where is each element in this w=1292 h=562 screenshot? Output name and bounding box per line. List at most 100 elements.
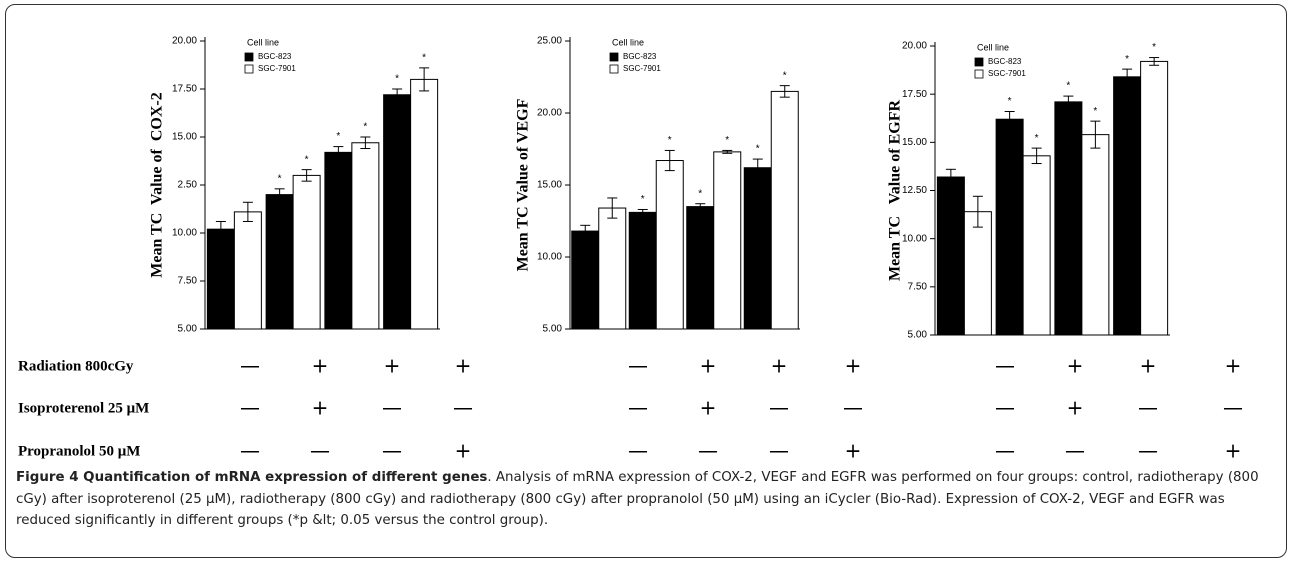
y-tick-label: 15.00 [902,137,927,148]
significance-label: * [1152,42,1156,53]
y-tick-label: 15.00 [172,132,197,143]
treatment-sign: — [310,439,330,463]
significance-label: * [305,154,309,165]
bar [265,194,294,330]
bar [743,167,772,330]
bar [383,94,412,330]
treatment-sign: — [240,396,260,420]
treatment-sign: + [1140,354,1157,378]
treatment-sign: + [771,354,788,378]
legend-swatch [609,64,619,74]
treatment-sign: — [1138,396,1158,420]
caption: Figure 4 Quantification of mRNA expressi… [16,467,1278,532]
legend-title: Cell line [977,42,1009,52]
treatment-sign: — [698,439,718,463]
treatment-sign: — [769,396,789,420]
row-label: Isoproterenol 25 μM [18,400,149,416]
bar [628,211,657,330]
treatment-sign: — [995,439,1015,463]
y-axis-label: Mean TC Value of COX-2 [149,92,166,278]
treatment-sign: + [455,354,472,378]
y-axis-label: Mean TC Value of VEGF [515,98,532,271]
bar [1113,76,1142,336]
treatment-sign: — [1065,439,1085,463]
figure-frame [5,4,1287,558]
treatment-sign: + [312,354,329,378]
treatment-sign: + [312,396,329,420]
bar [1140,60,1169,336]
legend-swatch [244,52,254,62]
significance-label: * [1125,54,1129,65]
legend-swatch [244,64,254,74]
bar [686,206,715,330]
y-tick-label: 20.00 [172,36,197,47]
bar [324,151,353,330]
treatment-sign: + [1067,396,1084,420]
bar [206,228,235,330]
y-axis-label: Mean TC Value of EGFR [887,100,904,282]
treatment-sign: — [769,439,789,463]
y-tick-label: 7.50 [178,276,198,287]
legend-title: Cell line [612,37,644,47]
caption-title: Figure 4 Quantification of mRNA expressi… [16,470,488,485]
significance-label: * [1066,81,1070,92]
y-tick-label: 20.00 [537,108,562,119]
treatment-sign: — [1138,439,1158,463]
bar [571,230,600,330]
legend-label: BGC-823 [988,57,1022,66]
legend-swatch [974,69,984,79]
significance-label: * [278,173,282,184]
y-tick-label: 15.00 [537,180,562,191]
treatment-sign: — [240,354,260,378]
significance-label: * [1093,106,1097,117]
significance-label: * [395,74,399,85]
legend-swatch [609,52,619,62]
bar [598,207,627,330]
significance-label: * [641,194,645,205]
legend-label: BGC-823 [623,52,657,61]
treatment-sign: — [843,396,863,420]
treatment-sign: + [845,354,862,378]
legend-title: Cell line [247,37,279,47]
significance-label: * [1008,96,1012,107]
y-tick-label: 17.50 [902,89,927,100]
bar [1054,101,1083,336]
treatment-sign: + [455,439,472,463]
bar [713,151,742,330]
legend-label: SGC-7901 [988,69,1026,78]
bar [1081,134,1110,336]
y-tick-label: 7.50 [908,281,928,292]
y-tick-label: 17.50 [172,84,197,95]
treatment-sign: — [240,439,260,463]
figure: Radiation 800cGy Isoproterenol 25 μM Propr… [18,36,1243,463]
treatment-sign: — [628,439,648,463]
treatment-sign: — [382,396,402,420]
treatment-sign: — [995,396,1015,420]
legend-swatch [974,57,984,67]
bar [770,90,799,330]
treatment-sign: + [1067,354,1084,378]
bar [1022,155,1051,336]
treatment-sign: + [1225,439,1242,463]
treatment-sign: — [453,396,473,420]
significance-label: * [756,144,760,155]
significance-label: * [668,135,672,146]
bar [995,118,1024,336]
treatment-sign: + [700,396,717,420]
treatment-sign: — [995,354,1015,378]
treatment-sign: + [845,439,862,463]
significance-label: * [363,122,367,133]
y-tick-label: 20.00 [902,41,927,52]
y-tick-label: 5.00 [178,324,198,335]
treatment-sign: — [1223,396,1243,420]
bar [936,176,965,336]
treatment-sign: — [628,354,648,378]
bar [233,211,262,330]
y-tick-label: 5.00 [908,330,928,341]
row-label: Radiation 800cGy [18,358,134,374]
significance-label: * [1035,133,1039,144]
treatment-sign: + [1225,354,1242,378]
row-label: Propranolol 50 μM [18,443,140,459]
bar [655,160,684,330]
